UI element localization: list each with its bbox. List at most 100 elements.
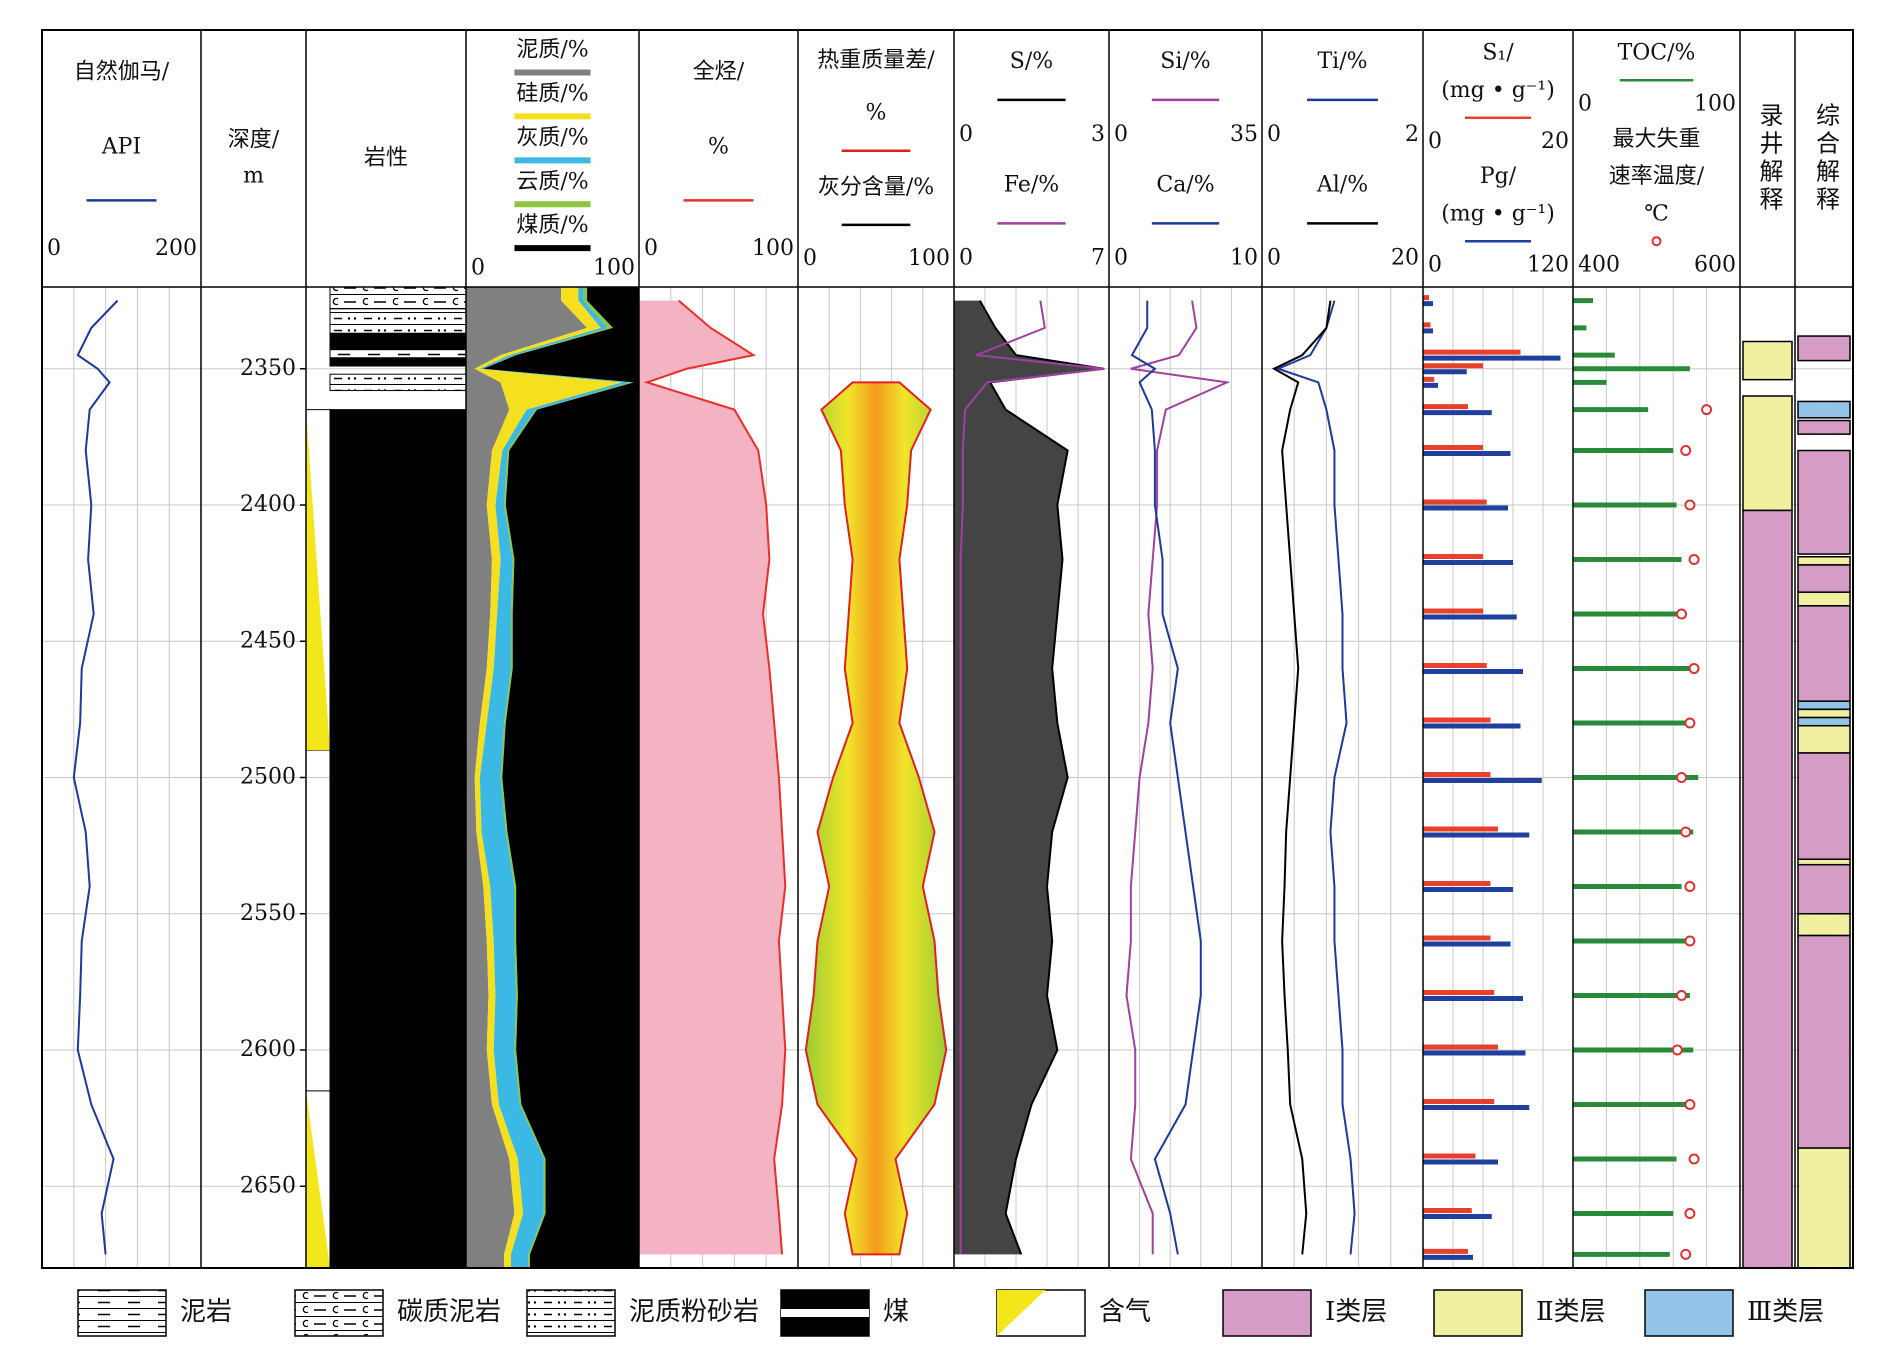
bar xyxy=(1423,826,1498,832)
interpretation-interval xyxy=(1742,509,1793,1269)
legend-label: Ⅱ类层 xyxy=(1536,1297,1606,1327)
bar xyxy=(1573,1102,1690,1107)
bar xyxy=(1573,1047,1694,1053)
data-point xyxy=(1684,717,1696,729)
bar xyxy=(1423,1248,1468,1254)
bar xyxy=(1423,1099,1495,1104)
legend-swatch-band xyxy=(781,1309,869,1317)
x-tick-label: 100 xyxy=(908,246,950,271)
data-point xyxy=(1688,663,1700,674)
bar xyxy=(1423,1159,1498,1165)
data-point xyxy=(1676,772,1688,783)
interpretation-interval xyxy=(1797,1147,1851,1269)
interpretation-interval xyxy=(1797,716,1851,727)
bar xyxy=(1573,407,1649,413)
data-point xyxy=(1688,554,1700,565)
data-point xyxy=(1680,1248,1692,1260)
interpretation-interval xyxy=(1797,863,1851,915)
track-header-label: API xyxy=(101,134,141,159)
log-curve xyxy=(1130,300,1202,1255)
log-curve xyxy=(643,299,787,1255)
x-tick-label: 100 xyxy=(1694,91,1736,116)
stack-area xyxy=(466,287,588,1268)
legend-label: 泥质粉砂岩 xyxy=(629,1297,759,1327)
bar xyxy=(1423,1153,1476,1159)
track-header-label: 最大失重 xyxy=(1612,127,1700,152)
interpretation-interval xyxy=(1797,700,1851,711)
stack-area xyxy=(479,287,631,1268)
track-header-label: 灰质/% xyxy=(516,125,588,150)
depth-tick-label: 2550 xyxy=(240,901,296,926)
bar xyxy=(1423,410,1492,416)
bar xyxy=(1423,560,1513,565)
x-tick-label: 0 xyxy=(644,236,658,261)
track-header-label: S/% xyxy=(1010,49,1053,74)
interpretation-interval xyxy=(1797,858,1851,866)
bar xyxy=(1573,611,1687,617)
x-tick-label: 0 xyxy=(959,122,973,147)
x-tick-label: 200 xyxy=(155,236,197,261)
bar xyxy=(1423,663,1487,668)
track-header-label: 综合解释 xyxy=(1812,103,1840,215)
frame xyxy=(41,29,1854,1269)
log-curve xyxy=(1271,300,1332,1255)
legend-label: 煤 xyxy=(883,1297,909,1327)
x-tick-label: 2 xyxy=(1405,122,1419,147)
track-header-label: 热重质量差/ xyxy=(817,48,935,73)
legend-swatch xyxy=(1433,1289,1523,1337)
x-tick-label: 0 xyxy=(1267,245,1281,270)
bar xyxy=(1573,938,1687,944)
depth-tick-label: 2650 xyxy=(240,1173,296,1198)
track-header-label: 煤质/% xyxy=(516,213,588,238)
bar xyxy=(1573,366,1690,372)
depth-tick-label: 2400 xyxy=(240,492,296,517)
interpretation-interval xyxy=(1797,564,1851,593)
legend-symbol xyxy=(1651,236,1662,247)
bar xyxy=(1573,829,1694,835)
data-point xyxy=(1684,1208,1696,1219)
legend-label: Ⅰ类层 xyxy=(1325,1297,1387,1327)
bar xyxy=(1423,1214,1492,1219)
x-tick-label: 0 xyxy=(1114,245,1128,270)
gas-fill xyxy=(306,409,330,751)
x-tick-label: 400 xyxy=(1578,252,1620,277)
bar xyxy=(1423,1050,1526,1056)
lithology-interval xyxy=(329,332,467,351)
log-curve xyxy=(959,300,1105,1255)
bar xyxy=(1423,832,1530,838)
interpretation-interval xyxy=(1797,752,1851,860)
bar xyxy=(1423,295,1429,301)
x-tick-label: 100 xyxy=(593,255,635,280)
lithology-interval xyxy=(329,373,467,392)
curve-fill xyxy=(954,300,1104,1255)
gas-fill xyxy=(306,1090,330,1268)
data-point xyxy=(1684,1099,1696,1110)
bar xyxy=(1573,325,1587,331)
bar xyxy=(1423,499,1487,505)
track-header-label: S₁/ xyxy=(1482,41,1514,66)
x-tick-label: 0 xyxy=(1114,122,1128,147)
bar xyxy=(1423,301,1433,307)
track-header-label: 录井解释 xyxy=(1755,103,1783,215)
bar xyxy=(1423,778,1542,783)
bar xyxy=(1423,772,1491,777)
depth-tick-label: 2600 xyxy=(240,1037,296,1062)
bar xyxy=(1423,1044,1498,1050)
interpretation-interval xyxy=(1797,605,1851,702)
interpretation-interval xyxy=(1797,419,1851,435)
legend-label: Ⅲ类层 xyxy=(1747,1297,1824,1327)
bar xyxy=(1573,448,1674,453)
track-header-label: Al/% xyxy=(1316,172,1368,197)
bar xyxy=(1573,993,1690,998)
x-tick-label: 0 xyxy=(959,245,973,270)
interpretation-interval xyxy=(1742,395,1793,512)
track-header-label: 自然伽马/ xyxy=(74,59,170,84)
bar xyxy=(1423,723,1521,729)
bar xyxy=(1573,557,1682,562)
log-curve xyxy=(1125,300,1231,1255)
x-tick-label: 10 xyxy=(1230,245,1258,270)
bar xyxy=(1573,666,1690,671)
bar xyxy=(1423,1105,1530,1110)
depth-tick-label: 2450 xyxy=(240,628,296,653)
